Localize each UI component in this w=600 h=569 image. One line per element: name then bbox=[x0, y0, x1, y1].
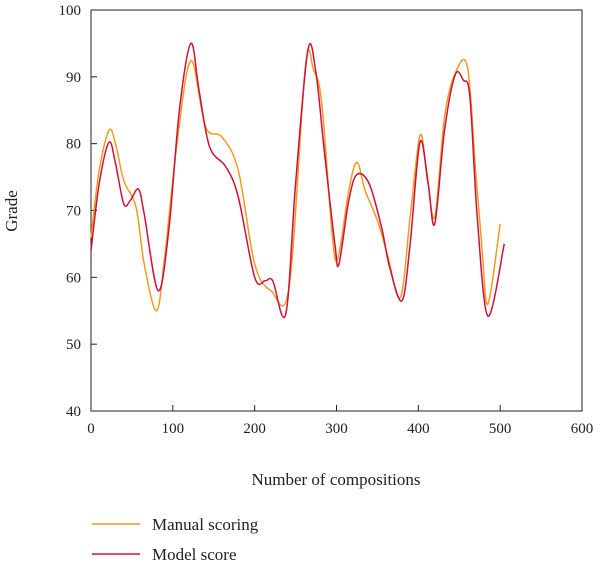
y-tick-label: 70 bbox=[66, 204, 81, 220]
series-line-model-score bbox=[90, 42, 505, 319]
x-tick-label: 600 bbox=[571, 421, 594, 437]
legend-label-model-score: Model score bbox=[152, 545, 237, 564]
y-tick-label: 100 bbox=[59, 3, 82, 19]
legend: Manual scoring Model score bbox=[92, 515, 259, 564]
x-tick-label: 500 bbox=[489, 421, 512, 437]
series-line-manual-scoring bbox=[90, 49, 501, 312]
x-axis-ticks: 0 100 200 300 400 500 600 bbox=[87, 405, 593, 437]
x-tick-label: 300 bbox=[325, 421, 348, 437]
y-tick-label: 90 bbox=[66, 70, 81, 86]
x-axis-title: Number of compositions bbox=[251, 470, 420, 489]
x-tick-label: 0 bbox=[87, 421, 95, 437]
y-tick-label: 40 bbox=[66, 404, 81, 420]
y-tick-label: 80 bbox=[66, 137, 81, 153]
y-tick-label: 60 bbox=[66, 270, 81, 286]
x-tick-label: 100 bbox=[162, 421, 185, 437]
x-tick-label: 400 bbox=[407, 421, 430, 437]
y-tick-label: 50 bbox=[66, 337, 81, 353]
y-axis-ticks: 40 50 60 70 80 90 100 bbox=[59, 3, 97, 420]
plot-area bbox=[90, 9, 583, 412]
x-tick-label: 200 bbox=[243, 421, 266, 437]
y-axis-title: Grade bbox=[2, 190, 21, 232]
legend-label-manual-scoring: Manual scoring bbox=[152, 515, 259, 534]
series-lines bbox=[90, 42, 505, 319]
